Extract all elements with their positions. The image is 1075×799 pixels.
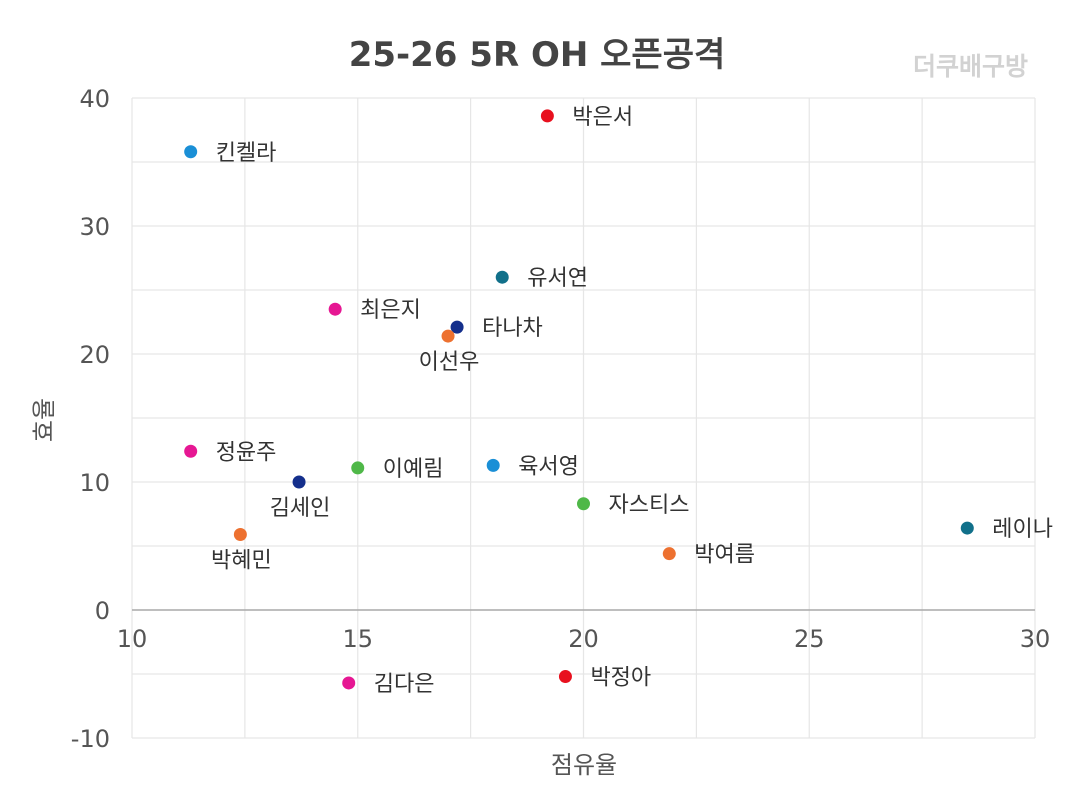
data-point bbox=[233, 527, 247, 541]
data-point-label: 타나차 bbox=[482, 316, 543, 341]
y-tick-label: 0 bbox=[95, 597, 110, 625]
data-point-label: 유서연 bbox=[527, 266, 588, 291]
x-tick-label: 20 bbox=[568, 625, 599, 653]
chart-title: 25-26 5R OH 오픈공격 bbox=[349, 35, 726, 75]
data-point bbox=[342, 676, 356, 690]
data-point-label: 정윤주 bbox=[216, 440, 277, 465]
data-point bbox=[662, 547, 676, 561]
data-point-label: 자스티스 bbox=[609, 493, 690, 518]
y-tick-label: 20 bbox=[79, 341, 110, 369]
data-point-label: 육서영 bbox=[518, 454, 579, 479]
data-point bbox=[577, 497, 590, 511]
x-tick-label: 10 bbox=[117, 625, 148, 653]
x-tick-label: 25 bbox=[794, 625, 825, 653]
y-tick-label: 10 bbox=[79, 469, 110, 497]
data-point-label: 최은지 bbox=[360, 298, 421, 323]
data-point bbox=[184, 145, 198, 159]
data-point bbox=[328, 302, 342, 316]
data-point-label: 박정아 bbox=[590, 666, 651, 691]
x-tick-label: 15 bbox=[342, 625, 373, 653]
data-point-label: 이예림 bbox=[383, 457, 444, 482]
data-point bbox=[486, 458, 500, 472]
data-point bbox=[292, 475, 306, 489]
data-point-label: 김세인 bbox=[270, 496, 331, 521]
data-point bbox=[540, 109, 554, 123]
y-tick-label: 40 bbox=[79, 85, 110, 113]
data-point-label: 박여름 bbox=[694, 543, 755, 568]
data-point bbox=[184, 444, 198, 458]
data-point-label: 박은서 bbox=[572, 105, 633, 130]
data-point-label: 레이나 bbox=[992, 517, 1053, 542]
data-point bbox=[441, 329, 455, 343]
data-point bbox=[351, 461, 365, 475]
y-tick-label: -10 bbox=[71, 725, 110, 753]
x-axis-label: 점유율 bbox=[551, 751, 617, 779]
data-point bbox=[450, 320, 464, 334]
x-tick-label: 30 bbox=[1020, 625, 1051, 653]
data-point bbox=[558, 670, 572, 684]
data-point-label: 킨켈라 bbox=[216, 141, 277, 166]
watermark: 더쿠배구방 bbox=[913, 52, 1028, 81]
y-tick-label: 30 bbox=[79, 213, 110, 241]
data-point bbox=[960, 521, 974, 535]
data-point-label: 박혜민 bbox=[211, 548, 272, 573]
y-axis-label: 효율 bbox=[30, 398, 58, 442]
data-point bbox=[495, 270, 509, 284]
data-point-label: 이선우 bbox=[419, 350, 480, 375]
data-point-label: 김다은 bbox=[374, 672, 435, 697]
